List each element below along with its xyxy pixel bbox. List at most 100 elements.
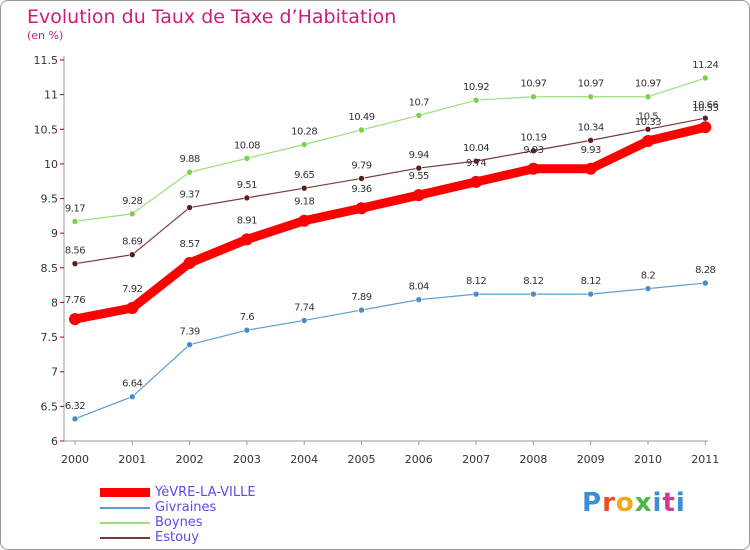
legend-swatch-estouy xyxy=(100,537,150,539)
data-point-givraines xyxy=(358,306,365,314)
data-label-boynes: 10.97 xyxy=(635,79,661,90)
data-label-givraines: 7.39 xyxy=(179,327,199,338)
data-point-givraines xyxy=(587,290,595,298)
data-label-boynes: 10.7 xyxy=(409,97,429,108)
legend-swatch-givraines xyxy=(100,507,150,509)
x-tick-label: 2001 xyxy=(118,453,146,466)
data-point-boynes xyxy=(530,93,537,101)
legend-item-estouy: Estouy xyxy=(100,530,360,545)
legend-swatch-yevre xyxy=(100,488,150,497)
data-point-givraines xyxy=(415,296,423,303)
y-tick-label: 6 xyxy=(51,435,58,448)
data-point-boynes xyxy=(644,93,652,101)
data-point-y-vre-la-ville xyxy=(470,175,483,188)
x-tick-label: 2003 xyxy=(233,453,261,466)
data-label-boynes: 11.24 xyxy=(692,60,718,71)
data-label-y-vre-la-ville: 9.55 xyxy=(409,171,429,182)
data-label-givraines: 8.04 xyxy=(409,282,429,293)
data-point-estouy xyxy=(530,147,537,155)
x-tick-label: 2010 xyxy=(634,453,662,466)
series-line-givraines xyxy=(74,282,706,420)
y-tick-label: 7 xyxy=(51,366,58,379)
data-label-estouy: 8.69 xyxy=(122,237,142,248)
data-label-y-vre-la-ville: 7.92 xyxy=(122,284,142,295)
data-label-boynes: 10.97 xyxy=(520,79,546,90)
data-label-estouy: 9.79 xyxy=(351,160,371,171)
data-point-y-vre-la-ville xyxy=(298,214,311,227)
data-label-y-vre-la-ville: 8.91 xyxy=(237,215,257,226)
data-point-estouy xyxy=(243,194,251,202)
data-point-givraines xyxy=(701,279,709,287)
series-line-boynes xyxy=(74,77,706,223)
data-label-estouy: 10.04 xyxy=(463,143,489,154)
data-point-boynes xyxy=(358,126,365,134)
data-label-y-vre-la-ville: 9.18 xyxy=(294,197,314,208)
data-point-givraines xyxy=(300,317,308,324)
data-label-y-vre-la-ville: 8.57 xyxy=(179,239,199,250)
legend-label-yevre: YèVRE-LA-VILLE xyxy=(155,485,256,500)
y-tick-label: 11.5 xyxy=(34,54,59,67)
legend-swatch-boynes xyxy=(100,522,150,524)
chart-title: Evolution du Taux de Taxe d’Habitation xyxy=(27,6,397,28)
data-point-boynes xyxy=(701,74,709,82)
data-point-estouy xyxy=(587,137,595,144)
data-point-givraines xyxy=(129,393,136,400)
data-point-boynes xyxy=(186,168,193,176)
x-tick-label: 2004 xyxy=(290,453,318,466)
data-label-boynes: 10.92 xyxy=(463,82,489,93)
data-point-y-vre-la-ville xyxy=(412,189,425,202)
data-point-givraines xyxy=(644,285,652,292)
data-label-estouy: 9.37 xyxy=(179,190,199,201)
data-label-givraines: 6.32 xyxy=(65,401,85,412)
data-label-givraines: 8.12 xyxy=(581,276,601,287)
data-point-y-vre-la-ville xyxy=(126,301,139,314)
data-point-boynes xyxy=(415,112,423,119)
series-line-estouy xyxy=(74,117,706,265)
data-point-y-vre-la-ville xyxy=(240,233,253,246)
y-tick-label: 10 xyxy=(44,158,58,171)
data-label-estouy: 10.5 xyxy=(638,111,658,122)
x-tick-label: 2009 xyxy=(577,453,605,466)
chart-subtitle: (en %) xyxy=(27,29,64,42)
data-label-givraines: 7.89 xyxy=(351,292,371,303)
data-label-boynes: 10.08 xyxy=(234,140,260,151)
data-point-estouy xyxy=(129,251,136,258)
data-label-boynes: 10.49 xyxy=(348,112,374,123)
legend-item-boynes: Boynes xyxy=(100,515,360,530)
series-line-y-vre-la-ville xyxy=(70,122,710,324)
x-tick-label: 2007 xyxy=(462,453,490,466)
legend-label-boynes: Boynes xyxy=(155,515,203,530)
data-point-givraines xyxy=(472,290,480,298)
data-point-boynes xyxy=(587,93,595,101)
data-point-boynes xyxy=(243,155,251,162)
data-point-givraines xyxy=(530,290,537,298)
data-label-boynes: 10.28 xyxy=(291,127,317,138)
y-tick-label: 9 xyxy=(51,227,58,240)
data-label-givraines: 8.12 xyxy=(466,276,486,287)
data-point-givraines xyxy=(243,326,251,334)
data-point-estouy xyxy=(186,204,193,211)
data-label-boynes: 9.88 xyxy=(179,154,199,165)
x-tick-label: 2011 xyxy=(691,453,719,466)
data-label-y-vre-la-ville: 9.36 xyxy=(351,184,371,195)
data-point-boynes xyxy=(472,96,480,104)
data-label-y-vre-la-ville: 9.93 xyxy=(581,145,601,156)
data-point-y-vre-la-ville xyxy=(69,313,81,326)
chart-legend: YèVRE-LA-VILLE Givraines Boynes Estouy xyxy=(100,485,360,545)
legend-label-givraines: Givraines xyxy=(155,500,217,515)
proxiti-logo: Proxiti xyxy=(582,488,686,518)
y-tick-label: 9.5 xyxy=(41,193,59,206)
data-label-givraines: 8.12 xyxy=(523,276,543,287)
legend-item-givraines: Givraines xyxy=(100,500,360,515)
data-label-y-vre-la-ville: 7.76 xyxy=(65,295,85,306)
data-point-boynes xyxy=(300,141,308,148)
data-label-estouy: 10.34 xyxy=(578,122,604,133)
y-tick-label: 6.5 xyxy=(41,400,59,413)
data-label-givraines: 8.28 xyxy=(695,265,715,276)
data-label-estouy: 10.66 xyxy=(692,100,718,111)
data-point-y-vre-la-ville xyxy=(527,162,540,175)
x-tick-label: 2002 xyxy=(176,453,204,466)
data-label-givraines: 7.74 xyxy=(294,302,314,313)
legend-item-yevre: YèVRE-LA-VILLE xyxy=(100,485,360,500)
